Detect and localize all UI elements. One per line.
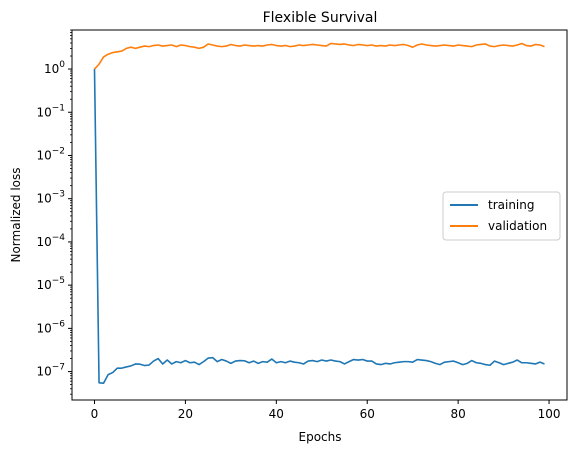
y-tick-label: 10−6: [36, 319, 65, 335]
axes-frame: [71, 29, 568, 401]
x-tick-label: 40: [269, 407, 284, 421]
series-line-validation: [93, 42, 545, 70]
chart-title: Flexible Survival: [263, 10, 378, 26]
y-tick-label: 10−3: [36, 190, 65, 206]
legend-label-training: training: [488, 198, 535, 212]
y-tick-label: 10−7: [36, 363, 65, 379]
series-line-training: [93, 69, 545, 384]
y-tick-label: 10−4: [36, 233, 65, 249]
x-tick-label: 60: [360, 407, 375, 421]
x-axis-label: Epochs: [299, 430, 342, 444]
y-tick-label: 100: [44, 60, 65, 76]
y-axis: 10−7 10−6 10−5 10−4 10−3 10−2 10−1 100: [36, 29, 72, 395]
y-axis-label: Normalized loss: [9, 167, 23, 262]
legend: training validation: [442, 191, 561, 241]
y-tick-label: 10−1: [36, 103, 65, 119]
x-axis: 0 20 40 60 80 100: [91, 400, 561, 421]
x-tick-label: 20: [178, 407, 193, 421]
y-tick-label: 10−5: [36, 276, 65, 292]
x-tick-label: 80: [450, 407, 465, 421]
x-tick-label: 100: [538, 407, 561, 421]
legend-label-validation: validation: [488, 219, 547, 233]
x-tick-label: 0: [91, 407, 99, 421]
plot-area: [93, 42, 545, 384]
y-tick-label: 10−2: [36, 146, 65, 162]
